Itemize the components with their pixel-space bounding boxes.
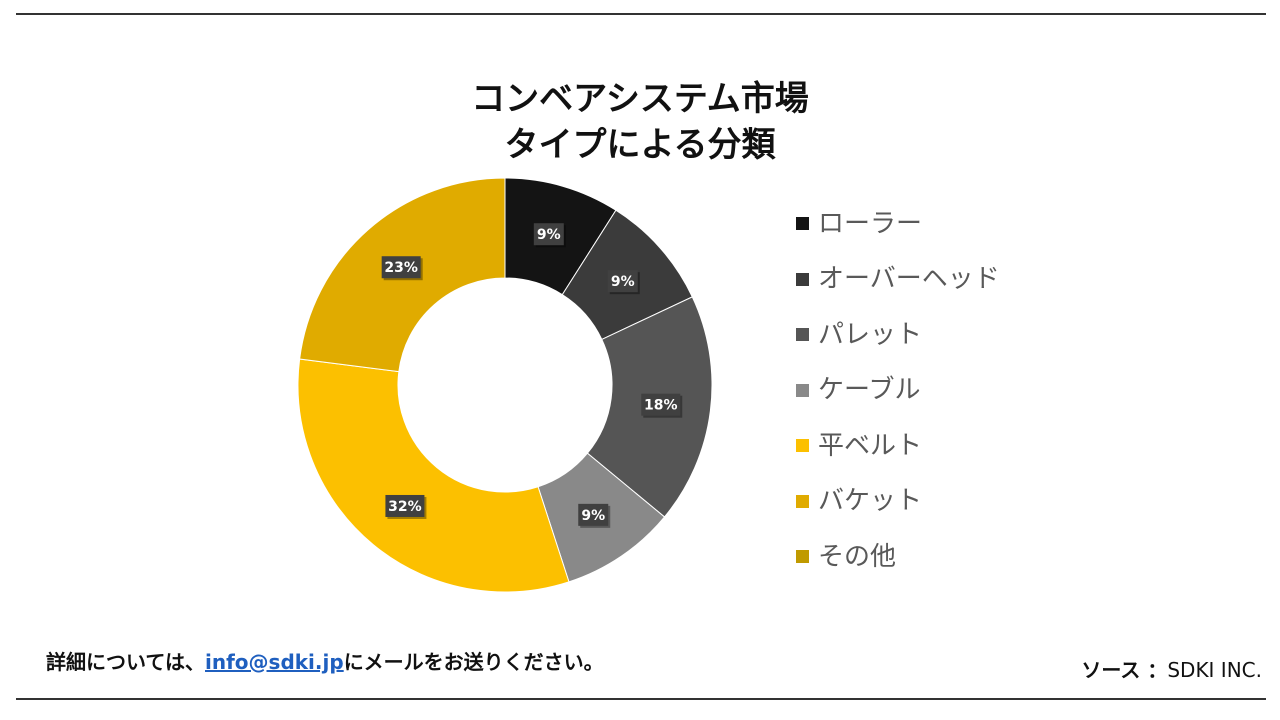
legend-item-6: バケット [796, 474, 1096, 530]
legend-item-2: オーバーヘッド [796, 252, 1096, 308]
bottom-divider [16, 698, 1266, 700]
legend-item-5: 平ベルト [796, 418, 1096, 474]
source-label: ソース ： [1081, 658, 1168, 682]
legend-item-7: その他 [796, 529, 1096, 585]
chart-legend: ローラーオーバーヘッド パレットケーブル平ベルトバケットその他 [796, 196, 1096, 585]
legend-swatch [796, 217, 809, 231]
legend-swatch [796, 383, 809, 397]
slice-label-4: 9% [578, 503, 611, 528]
chart-title-line-1: コンベアシステム市場 [471, 79, 809, 119]
slice-label-text: 23% [384, 260, 418, 276]
slice-label-box [533, 223, 564, 246]
slice-label-box [381, 256, 421, 279]
slice-label-6: 23% [381, 256, 423, 281]
slice-label-5: 32% [385, 494, 427, 519]
slice-label-text: 9% [537, 227, 561, 243]
slice-label-box [578, 503, 609, 526]
slice-label-text: 9% [581, 508, 605, 524]
chart-title: コンベアシステム市場 タイプによる分類 [340, 76, 940, 168]
slice-label-3: 18% [641, 393, 683, 418]
legend-swatch [796, 550, 809, 564]
donut-chart: 9% 9% 18% 9% 32% 23% [297, 177, 713, 593]
contact-note-suffix: にメールをお送りください。 [343, 650, 604, 674]
legend-item-1: ローラー [796, 196, 1096, 252]
legend-item-3: パレット [796, 307, 1096, 363]
legend-label: 平ベルト [818, 430, 923, 461]
legend-swatch [796, 494, 809, 508]
source-credit: ソース ：SDKI INC. [1081, 654, 1262, 683]
contact-email-link[interactable]: info@sdki.jp [205, 650, 344, 674]
legend-label: オーバーヘッド [818, 264, 1000, 295]
slice-label-1: 9% [533, 223, 566, 248]
legend-swatch [796, 328, 809, 342]
slice-label-box [385, 494, 425, 517]
top-divider [16, 13, 1266, 15]
legend-label: パレット [818, 319, 923, 350]
donut-slice-5 [297, 358, 570, 593]
chart-title-line-2: タイプによる分類 [504, 125, 776, 165]
slice-label-text: 9% [611, 274, 635, 290]
contact-note-prefix: 詳細については、 [46, 650, 205, 674]
contact-note: 詳細については、info@sdki.jpにメールをお送りください。 [46, 646, 604, 675]
slice-label-2: 9% [607, 270, 640, 295]
source-value: SDKI INC. [1167, 658, 1262, 682]
slice-label-text: 32% [388, 499, 422, 515]
slice-label-box [607, 270, 638, 293]
legend-swatch [796, 439, 809, 453]
slice-label-text: 18% [644, 398, 678, 414]
legend-label: バケット [818, 486, 923, 517]
slice-label-box [641, 393, 681, 416]
legend-item-4: ケーブル [796, 363, 1096, 419]
legend-swatch [796, 272, 809, 286]
legend-label: その他 [818, 541, 897, 572]
legend-label: ローラー [818, 208, 923, 239]
legend-label: ケーブル [818, 375, 921, 406]
